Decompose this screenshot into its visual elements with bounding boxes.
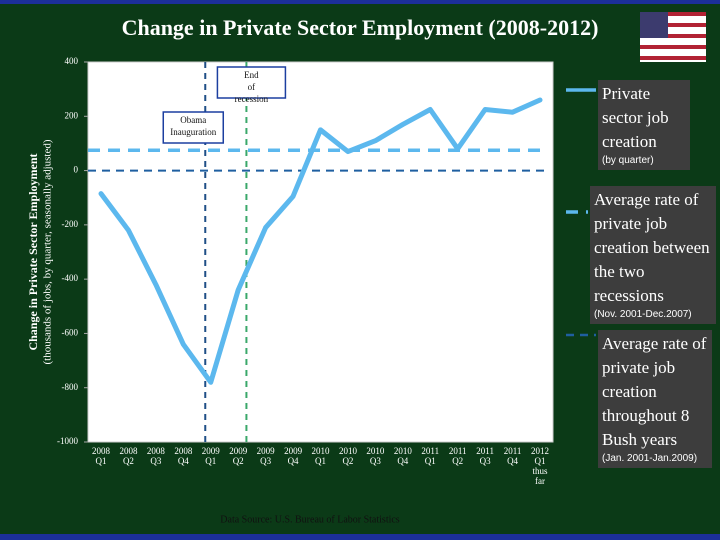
x-tick-label: 2011 Q4 (504, 446, 522, 466)
legend-entry: Average rate of private job creation thr… (598, 330, 712, 468)
x-tick-line: 2012 (531, 446, 549, 456)
x-tick-line: 2011 (504, 446, 522, 456)
annotation-text: Obama Inauguration (170, 115, 216, 137)
x-tick-line: Q1 (205, 456, 216, 466)
x-tick-line: 2009 (284, 446, 303, 456)
x-tick-line: Q2 (233, 456, 244, 466)
x-tick-line: 2010 (312, 446, 331, 456)
legend-label: Average rate of private job creation bet… (594, 190, 710, 305)
annotation-box (162, 111, 225, 144)
x-tick-label: 2010 Q3 (366, 446, 385, 466)
x-tick-line: thus (532, 466, 548, 476)
x-tick-label: 2010 Q1 (312, 446, 331, 466)
x-tick-label: 2012 Q1 thus far (531, 446, 549, 486)
x-tick-label: 2011 Q2 (449, 446, 467, 466)
x-tick-line: Q4 (507, 456, 518, 466)
x-tick-label: 2008 Q1 (92, 446, 111, 466)
legend-note: (Jan. 2001-Jan.2009) (602, 453, 698, 464)
x-tick-line: 2008 (119, 446, 138, 456)
legend-label: Average rate of private job creation thr… (602, 334, 707, 449)
y-tick-label: 400 (65, 56, 79, 66)
x-tick-label: 2008 Q4 (174, 446, 193, 466)
series-line (98, 97, 543, 385)
y-tick-label: -400 (62, 273, 79, 283)
y-tick-label: -200 (62, 219, 79, 229)
x-tick-label: 2009 Q3 (257, 446, 276, 466)
y-tick-label: -600 (62, 327, 79, 337)
bottom-stripe (0, 534, 720, 540)
annotation-line-text: End (244, 70, 259, 80)
x-tick-label: 2008 Q3 (147, 446, 166, 466)
x-tick-line: Q1 (535, 456, 546, 466)
x-tick-line: Q3 (150, 456, 161, 466)
y-tick-label: 0 (74, 165, 79, 175)
x-tick-line: 2011 (476, 446, 494, 456)
x-tick-line: Q1 (315, 456, 326, 466)
annotation-text: End of recession (235, 70, 269, 104)
x-tick-line: 2009 (202, 446, 221, 456)
chart-title: Change in Private Sector Employment (200… (122, 15, 599, 40)
x-tick-line: far (535, 476, 545, 486)
x-tick-line: 2010 (366, 446, 385, 456)
top-stripe (0, 0, 720, 4)
x-tick-line: Q1 (96, 456, 107, 466)
legend-note: (by quarter) (602, 155, 654, 166)
y-axis-label: Change in Private Sector Employment (26, 153, 40, 350)
x-tick-line: 2009 (229, 446, 248, 456)
x-tick-line: Q4 (288, 456, 299, 466)
legend-entry: Average rate of private job creation bet… (590, 186, 716, 324)
x-tick-label: 2010 Q4 (394, 446, 413, 466)
legend-label: Private sector job creation (602, 84, 669, 151)
x-tick-label: 2009 Q4 (284, 446, 303, 466)
plot-area (87, 61, 554, 443)
x-tick-label: 2010 Q2 (339, 446, 358, 466)
x-tick-label: 2011 Q1 (421, 446, 439, 466)
x-tick-line: Q3 (370, 456, 381, 466)
annotation-line-text: Inauguration (170, 127, 216, 137)
legend-note: (Nov. 2001-Dec.2007) (594, 309, 692, 320)
x-tick-line: 2011 (421, 446, 439, 456)
y-axis-sublabel: (thousands of jobs, by quarter, seasonal… (42, 139, 54, 364)
x-tick-label: 2009 Q2 (229, 446, 248, 466)
x-tick-line: Q4 (178, 456, 189, 466)
x-tick-label: 2011 Q3 (476, 446, 494, 466)
x-tick-line: Q2 (123, 456, 134, 466)
x-tick-line: 2010 (394, 446, 413, 456)
flag (640, 12, 706, 62)
x-tick-line: Q3 (480, 456, 491, 466)
x-tick-line: 2008 (92, 446, 111, 456)
y-tick-label: -800 (62, 382, 79, 392)
x-tick-label: 2009 Q1 (202, 446, 221, 466)
x-tick-line: Q1 (425, 456, 436, 466)
annotation-line-text: of (248, 82, 256, 92)
x-tick-line: Q2 (342, 456, 353, 466)
y-tick-label: -1000 (57, 436, 78, 446)
x-tick-line: 2010 (339, 446, 358, 456)
source: Data Source: U.S. Bureau of Labor Statis… (220, 514, 400, 525)
annotation-line-text: Obama (180, 115, 206, 125)
x-tick-line: 2008 (174, 446, 193, 456)
x-tick-line: 2008 (147, 446, 166, 456)
x-tick-line: Q3 (260, 456, 271, 466)
x-tick-line: Q4 (397, 456, 408, 466)
legend-entry: Private sector job creation (by quarter) (598, 80, 690, 170)
y-tick-label: 200 (65, 110, 79, 120)
x-tick-line: 2009 (257, 446, 276, 456)
x-tick-label: 2008 Q2 (119, 446, 138, 466)
annotation-box (216, 66, 287, 99)
x-tick-line: 2011 (449, 446, 467, 456)
x-tick-line: Q2 (452, 456, 463, 466)
annotation-line-text: recession (235, 94, 269, 104)
